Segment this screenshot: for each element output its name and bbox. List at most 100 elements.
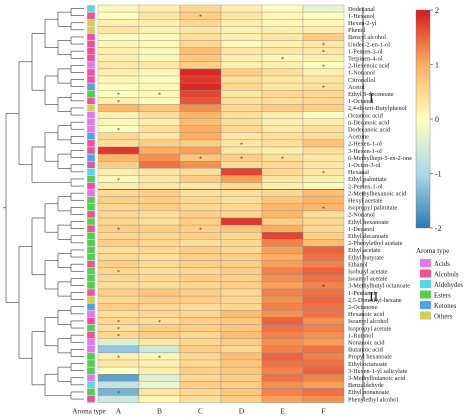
heatmap-cell [179,68,222,77]
legend-swatch [420,269,431,278]
aroma-type-cell [86,395,96,403]
aroma-type-cell [86,253,96,261]
aroma-type-cell [86,189,96,197]
heatmap-cell [220,317,263,325]
row-label: Isopropyl acetate [348,325,391,332]
heatmap-cell [179,274,222,283]
row-label: 1-Octanol [348,98,373,105]
heatmap-cell [138,146,181,155]
heatmap-cell [302,310,345,318]
heatmap-cell [302,4,345,13]
significance-mark: * [281,57,284,63]
heatmap-cell [220,281,263,290]
row-label: 1-Nonanol [348,70,375,77]
row-label: Isoamyl acetate [348,276,388,283]
heatmap-cell [97,61,140,70]
heatmap-cell [138,33,181,41]
aroma-type-cell [86,40,96,48]
heatmap-cell [302,175,345,183]
heatmap-cell [261,139,304,148]
aroma-type-cell [86,317,96,325]
heatmap-cell [138,359,181,368]
heatmap-cell [179,232,222,240]
heatmap-cell [261,68,304,77]
aroma-type-cell [86,168,96,176]
significance-mark: * [199,157,202,163]
aroma-type-cell [86,11,96,20]
row-label: Hexanal [348,169,369,176]
aroma-type-cell [86,75,96,84]
heatmap-cell [138,324,181,332]
heatmap-cell [302,139,345,148]
row-label: Acetol [348,84,365,91]
heatmap-cells: ******* ***** * ***** **** **** ** [97,4,345,403]
heatmap-cell [261,196,304,204]
heatmap-cell [261,381,304,389]
legend-item-label: Aldehydes [434,282,463,289]
heatmap-cell [179,90,222,98]
row-label: Ethyl 9-decenoate [348,91,394,98]
row-label: Terpinen-4-ol [348,56,383,63]
heatmap-cell [97,111,140,119]
heatmap-cell [302,395,345,403]
aroma-type-cell [86,4,96,13]
heatmap-cell [302,11,345,20]
row-label: Butanoic acid [348,347,384,354]
heatmap-cell [261,345,304,354]
row-label: Hexen-2-yl [348,20,377,27]
row-label: Propyl hexanoate [348,354,392,361]
heatmap-cell [138,388,181,396]
heatmap-cell [302,324,345,332]
cluster-brackets: III [362,7,379,401]
aroma-type-cell [86,303,96,311]
heatmap-cell [97,146,140,155]
heatmap-cell [220,68,263,77]
heatmap-cell [97,366,140,375]
heatmap-cell [261,47,304,55]
row-label: Undec-2-en-1-ol [348,41,390,48]
heatmap-cell [261,175,304,183]
aroma-type-cell [86,26,96,34]
significance-mark: * [117,355,120,361]
row-label: Ethanol [348,261,368,268]
heatmap-cell [138,366,181,375]
aroma-type-cell [86,132,96,141]
colorbar-tick-label: 1 [435,61,439,70]
heatmap-cell [220,189,263,197]
legend-item-label: Esters [434,293,451,300]
heatmap-cell [138,395,181,403]
significance-mark: * [322,171,325,177]
significance-mark: * [240,157,243,163]
heatmap-cell [220,352,263,361]
heatmap-cell [220,310,263,318]
column-label: A [116,407,122,416]
heatmap-cell [179,381,222,389]
heatmap-cell [179,317,222,325]
heatmap-cell [220,388,263,396]
heatmap-cell [97,281,140,290]
aroma-type-cell [86,338,96,347]
heatmap-cell [179,118,222,126]
heatmap-cell [302,331,345,339]
heatmap-cell [302,111,345,119]
significance-mark: * [158,355,161,361]
heatmap-cell [138,97,181,105]
heatmap-cell [220,196,263,204]
heatmap-cell [302,33,345,41]
heatmap-cell [97,210,140,219]
aroma-type-cell [86,224,96,233]
aroma-type-cell [86,54,96,63]
heatmap-cell [138,75,181,84]
heatmap-cell [261,274,304,283]
heatmap-cell [179,395,222,403]
colorbar-tick-label: -2 [435,224,442,233]
aroma-type-cell [86,345,96,354]
significance-mark: * [322,50,325,56]
heatmap-cell [261,217,304,226]
heatmap-cell [179,97,222,105]
row-label: Ethyl palmitate [348,176,387,183]
heatmap-cell [97,19,140,27]
heatmap-cell [220,47,263,55]
row-label: Octanoic acid [348,112,384,119]
heatmap-cell [261,224,304,233]
